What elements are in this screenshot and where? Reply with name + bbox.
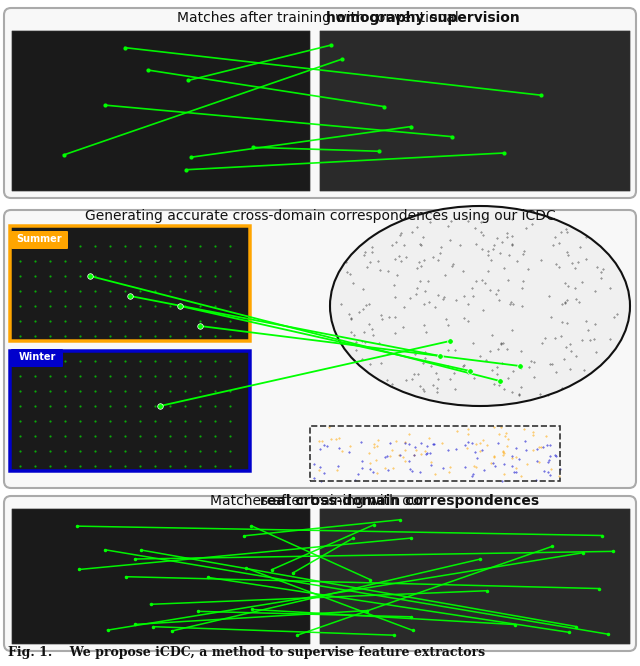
Text: Winter: Winter: [19, 352, 56, 362]
Text: Generating accurate cross-domain correspondences using our iCDC: Generating accurate cross-domain corresp…: [84, 209, 556, 223]
FancyBboxPatch shape: [320, 509, 630, 644]
Text: real cross-domain correspondences: real cross-domain correspondences: [260, 494, 540, 508]
FancyBboxPatch shape: [11, 231, 68, 249]
FancyBboxPatch shape: [4, 8, 636, 198]
FancyBboxPatch shape: [4, 210, 636, 488]
FancyBboxPatch shape: [12, 509, 310, 644]
FancyBboxPatch shape: [11, 349, 63, 367]
Text: homography supervision: homography supervision: [326, 11, 520, 25]
Text: Summer: Summer: [16, 234, 62, 244]
FancyBboxPatch shape: [10, 226, 250, 341]
Text: Matches after training with our: Matches after training with our: [210, 494, 430, 508]
Text: Matches after training with conventional: Matches after training with conventional: [177, 11, 463, 25]
Ellipse shape: [330, 206, 630, 406]
FancyBboxPatch shape: [4, 496, 636, 651]
FancyBboxPatch shape: [12, 31, 310, 191]
Text: Fig. 1.    We propose iCDC, a method to supervise feature extractors: Fig. 1. We propose iCDC, a method to sup…: [8, 646, 485, 659]
FancyBboxPatch shape: [10, 351, 250, 471]
FancyBboxPatch shape: [320, 31, 630, 191]
